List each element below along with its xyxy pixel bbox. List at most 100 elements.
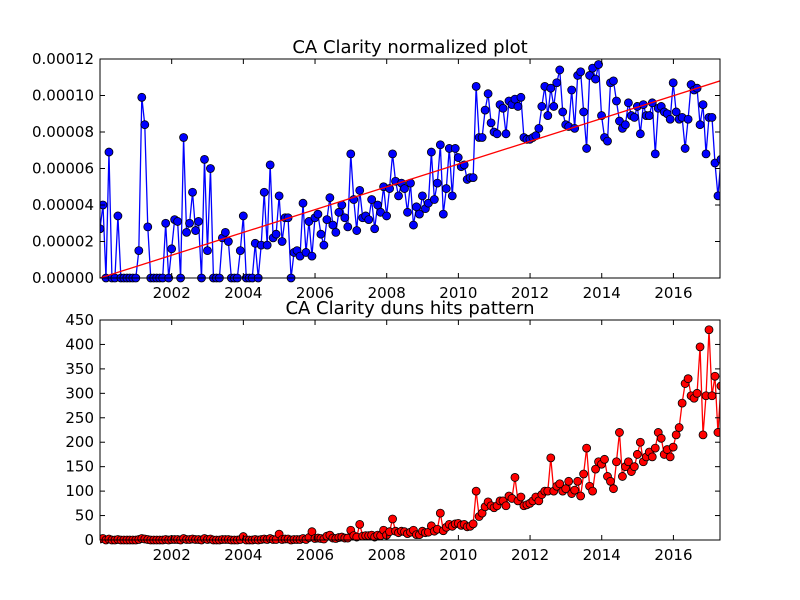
data-point [591, 74, 600, 84]
data-point [498, 103, 508, 113]
data-point [555, 65, 565, 75]
data-point [579, 469, 589, 479]
data-point [671, 107, 681, 117]
x-tick-label: 2008 [368, 284, 406, 302]
data-point [549, 102, 559, 111]
data-point [382, 211, 391, 221]
data-point [415, 209, 424, 219]
data-point [674, 423, 684, 432]
data-point [546, 83, 556, 93]
plot-area [100, 325, 720, 545]
data-point [483, 89, 493, 99]
data-point [656, 433, 666, 443]
y-tick-label: 400 [65, 335, 94, 353]
data-point [137, 92, 147, 102]
data-point [388, 149, 397, 159]
data-point [328, 220, 338, 230]
data-point [140, 120, 150, 130]
data-point [698, 100, 708, 110]
x-tick-label: 2006 [296, 284, 334, 302]
data-point [307, 251, 317, 261]
data-point [635, 437, 645, 447]
bottom-chart-title: CA Clarity duns hits pattern [285, 298, 534, 319]
data-point [203, 246, 212, 256]
top-chart-frame [99, 58, 721, 279]
data-point [471, 486, 481, 496]
data-point [274, 191, 284, 201]
data-point [704, 325, 714, 335]
x-tick-label: 2016 [654, 546, 692, 564]
data-point [441, 184, 451, 193]
data-point [235, 246, 245, 256]
x-tick-label: 2008 [368, 546, 406, 564]
data-point [501, 501, 511, 511]
plot-area [100, 60, 720, 283]
data-point [471, 81, 481, 91]
data-point [671, 430, 681, 440]
data-point [277, 237, 287, 246]
data-point [668, 442, 678, 452]
data-point [692, 388, 702, 398]
data-point [650, 149, 660, 159]
data-point [510, 473, 520, 482]
data-point [624, 457, 633, 467]
top-chart-x-axis: 2002 2004 2006 2008 2010 2012 2014 2016 [153, 59, 693, 302]
data-point [185, 218, 194, 228]
data-point [710, 371, 720, 381]
data-point [561, 484, 571, 494]
data-point [340, 213, 350, 223]
x-tick-label: 2002 [153, 284, 191, 302]
data-point [259, 187, 269, 197]
data-point [558, 107, 568, 117]
data-point [298, 198, 308, 208]
data-point [426, 147, 436, 157]
data-point [113, 211, 123, 221]
x-tick-label: 2016 [654, 284, 692, 302]
data-point [564, 476, 574, 486]
x-tick-label: 2014 [583, 284, 621, 302]
data-point [516, 92, 526, 102]
data-point [591, 464, 600, 474]
y-tick-label: 0.00008 [32, 123, 94, 141]
data-point [683, 374, 693, 384]
data-point [468, 173, 478, 183]
data-point [477, 133, 487, 142]
data-point [179, 133, 188, 142]
y-tick-label: 300 [65, 384, 94, 402]
data-point [629, 462, 639, 472]
x-tick-label: 2006 [296, 546, 334, 564]
data-point [319, 240, 329, 250]
data-point [594, 60, 603, 69]
trend-line [100, 80, 720, 279]
data-point [609, 484, 618, 494]
data-point [316, 229, 326, 239]
data-point [322, 215, 332, 225]
y-tick-label: 0.00006 [32, 160, 94, 178]
data-point [600, 454, 609, 464]
top-chart-marks [100, 60, 720, 283]
data-point [418, 191, 427, 201]
data-point [435, 140, 445, 150]
data-point [576, 67, 586, 77]
top-chart-y-axis: 0.00000 0.00002 0.00004 0.00006 0.00008 0.000… [32, 50, 720, 287]
y-tick-label: 200 [65, 433, 94, 451]
data-point [182, 227, 191, 237]
data-point [468, 519, 478, 529]
y-tick-label: 350 [65, 360, 94, 378]
data-point [567, 85, 577, 95]
data-point [262, 240, 272, 250]
data-point [609, 76, 618, 86]
data-point [683, 114, 693, 124]
data-point [698, 430, 708, 440]
y-tick-label: 0.00000 [32, 269, 94, 287]
data-point [173, 217, 183, 226]
data-point [612, 96, 621, 106]
data-point [615, 428, 624, 437]
data-point [576, 491, 586, 501]
data-point [618, 472, 627, 481]
data-point [513, 102, 523, 111]
data-point [143, 222, 153, 232]
data-point [713, 428, 720, 437]
data-point [161, 218, 171, 228]
y-tick-label: 50 [75, 507, 94, 525]
